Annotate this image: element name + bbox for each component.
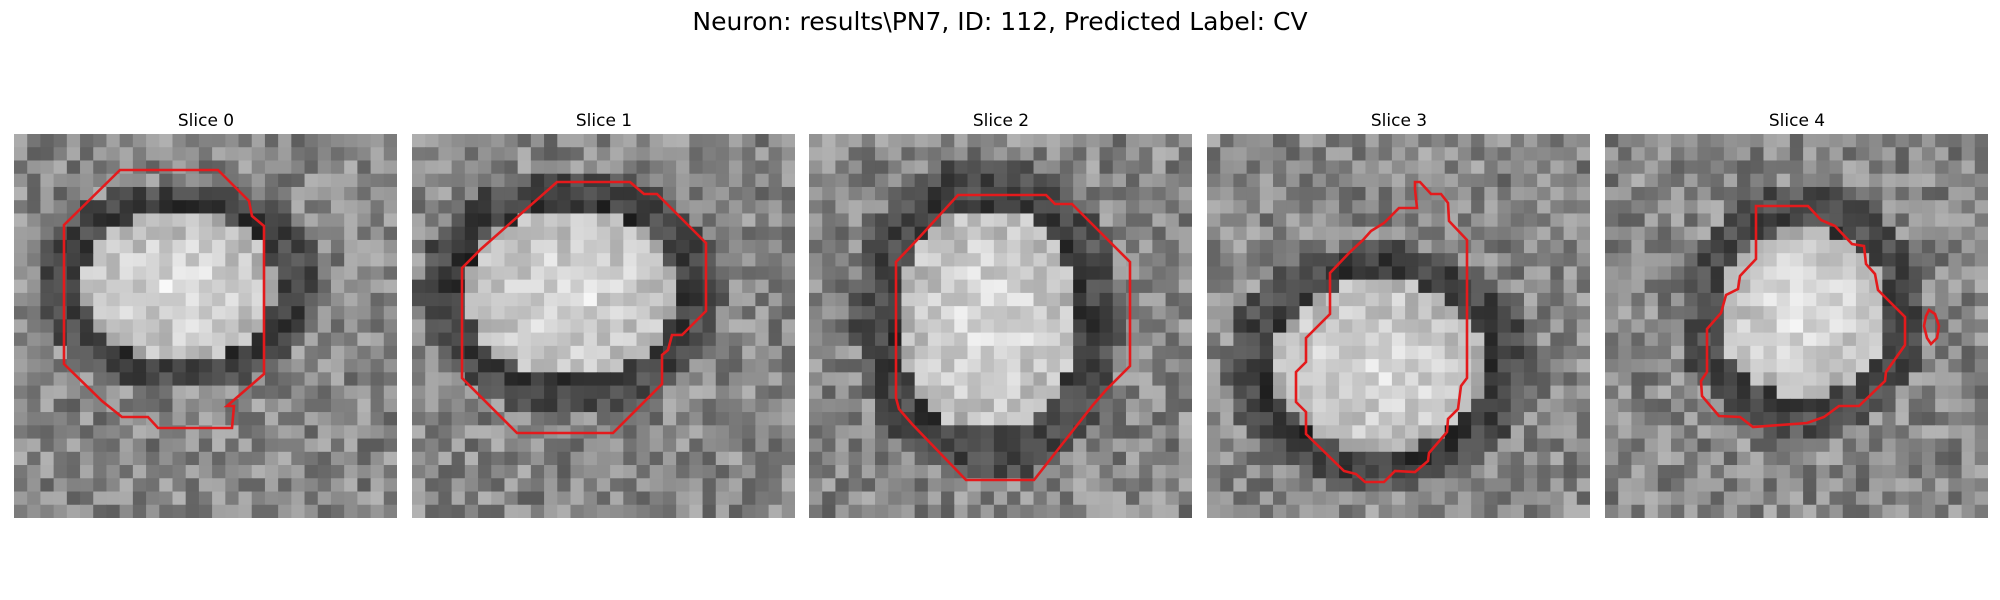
slice-pixels-0: [14, 134, 397, 518]
slice-title-2: Slice 2: [809, 108, 1193, 134]
slice-panel-2: Slice 2: [809, 108, 1193, 518]
slice-panel-4: Slice 4: [1605, 108, 1989, 518]
slice-image-1: [412, 134, 795, 518]
slice-title-4: Slice 4: [1605, 108, 1989, 134]
slice-pixels-2: [809, 134, 1192, 518]
slice-panel-0: Slice 0: [14, 108, 398, 518]
slice-image-3: [1207, 134, 1590, 518]
slice-title-3: Slice 3: [1207, 108, 1591, 134]
slice-panel-1: Slice 1: [412, 108, 796, 518]
slice-image-4: [1605, 134, 1988, 518]
slice-panel-3: Slice 3: [1207, 108, 1591, 518]
slice-pixels-4: [1605, 134, 1988, 518]
slice-image-2: [809, 134, 1192, 518]
slice-title-0: Slice 0: [14, 108, 398, 134]
slice-image-0: [14, 134, 397, 518]
slice-pixels-1: [412, 134, 795, 518]
slice-title-1: Slice 1: [412, 108, 796, 134]
slice-pixels-3: [1207, 134, 1590, 518]
